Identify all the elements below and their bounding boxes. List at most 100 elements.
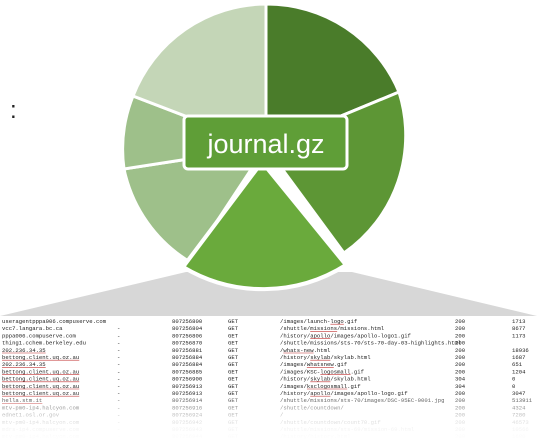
log-cell: 202.236.34.35: [2, 361, 46, 368]
log-cell: 200: [455, 347, 466, 354]
log-cell: -: [117, 412, 120, 419]
log-cell: 18936: [512, 347, 529, 354]
log-row: vcc7.langara.bc.ca - 807256804 GET/shuttle/…: [2, 325, 525, 332]
log-cell: /images/ksclogosmall.gif: [280, 383, 361, 390]
log-cell: -: [117, 376, 120, 383]
log-cell: /shuttle/countdown/count70.gif: [280, 419, 381, 426]
log-cell: 10566: [512, 426, 529, 433]
log-cell: 807256943: [172, 426, 202, 433]
log-row: ednet1.osl.or.gov - 807256924 GET / 200 7280: [2, 412, 526, 419]
log-cell: GET: [228, 354, 239, 361]
log-cell: 1713: [512, 318, 525, 325]
log-cell: 304: [455, 376, 466, 383]
log-cell: 200: [455, 361, 466, 368]
log-cell: GET: [228, 368, 239, 375]
log-row: useragentpppa006.compuserve.com 807256800…: [2, 318, 525, 325]
log-cell: -: [117, 354, 120, 361]
log-cell: 200: [455, 426, 466, 433]
log-cell: -: [117, 390, 120, 397]
log-cell: 1204: [512, 368, 526, 375]
log-cell: 0: [512, 376, 516, 383]
log-cell: GET: [228, 325, 239, 332]
log-cell: GET: [228, 419, 239, 426]
log-row: mtv-pm0-ip4.halcyon.com - 807256916 GET/shu…: [2, 404, 526, 411]
log-cell: bettong.client.uq.oz.au: [2, 354, 79, 361]
log-cell: /images/launch-logo.gif: [280, 318, 357, 325]
log-cell: GET: [228, 376, 239, 383]
log-cell: 807256884: [172, 361, 203, 368]
log-cell: 513911: [512, 397, 533, 404]
log-cell: -: [117, 325, 120, 332]
wheel-segment-right[interactable]: [263, 89, 408, 256]
log-cell: -: [117, 361, 120, 368]
log-cell: 807256900: [172, 376, 203, 383]
wheel-segment-top-right[interactable]: [264, 2, 401, 150]
log-cell: GET: [228, 404, 239, 411]
log-row: mtv-pm0-ip4.halcyon.com - 807256944 GET/his…: [2, 433, 526, 440]
segment-wheel: [121, 2, 408, 292]
log-cell: 200: [455, 419, 466, 426]
log-cell: -: [117, 433, 120, 440]
log-cell: -: [117, 368, 120, 375]
log-cell: 807256944: [172, 433, 203, 440]
wheel-segment-top-left[interactable]: [131, 2, 268, 150]
log-row: mdrs-ip4.compuserve.com - 807256943 GET/shu…: [2, 426, 529, 433]
log-cell: bettong.client.uq.oz.au: [2, 368, 79, 375]
log-cell: 807256804: [172, 325, 203, 332]
log-cell: bettong.client.uq.oz.au: [2, 383, 79, 390]
log-cell: mtv-pm0-ip4.halcyon.com: [2, 433, 80, 440]
log-cell: 7280: [512, 412, 526, 419]
log-cell: 200: [455, 325, 466, 332]
file-badge-box: [182, 114, 349, 171]
file-badge[interactable]: journal.gz: [182, 114, 349, 171]
log-cell: /history/skylab/skylab.html: [280, 354, 371, 361]
side-mark: :: [10, 97, 17, 124]
log-cell: 807256884: [172, 354, 203, 361]
log-cell: useragentpppa006.compuserve.com: [2, 318, 107, 325]
log-cell: mtv-pm0-ip4.halcyon.com: [2, 404, 80, 411]
file-badge-label: journal.gz: [206, 129, 324, 159]
log-cell: /shuttle/missions/missions.html: [280, 325, 385, 332]
log-row: bettong.client.uq.oz.au - 807256884 GET/his…: [2, 354, 525, 361]
log-cell: 1680: [512, 433, 526, 440]
log-cell: 807256942: [172, 419, 202, 426]
log-cell: 1173: [512, 332, 525, 339]
wheel-segment-selected[interactable]: [180, 158, 349, 292]
log-cell: 200: [455, 404, 466, 411]
log-row: thing1.cchem.berkeley.edu - 807256870 GET/s…: [2, 340, 466, 347]
log-cell: -: [117, 419, 120, 426]
log-cell: GET: [228, 332, 239, 339]
log-cell: 807256913: [172, 390, 202, 397]
log-cell: /shuttle/missions/sts-70/sts-70-day-03-h…: [280, 340, 462, 347]
log-cell: -: [117, 426, 120, 433]
log-row: bettong.client.uq.oz.au - 807256885 GET/ima…: [2, 368, 526, 375]
log-cell: GET: [228, 433, 239, 440]
log-cell: -: [117, 347, 120, 354]
log-cell: 807256806: [172, 332, 202, 339]
log-cell: /shuttle/missions/sts-70/images/DSC-95EC…: [280, 397, 444, 404]
log-cell: 200: [455, 354, 466, 361]
log-cell: ednet1.osl.or.gov: [2, 412, 60, 419]
log-cell: GET: [228, 383, 239, 390]
log-cell: 200: [455, 397, 466, 404]
log-cell: /whats-new.html: [280, 347, 331, 354]
log-row: 202.236.34.35 - 807256881 GET/whats-new.htm…: [2, 347, 529, 354]
log-cell: 200: [455, 340, 466, 347]
log-cell: GET: [228, 397, 239, 404]
log-cell: /images/whatsnew.gif: [280, 361, 347, 368]
log-cell: 807256914: [172, 397, 203, 404]
log-cell: -: [117, 383, 120, 390]
log-cell: 807256924: [172, 412, 203, 419]
log-cell: 3047: [512, 390, 525, 397]
log-cell: GET: [228, 390, 239, 397]
log-cell: 651: [512, 361, 523, 368]
log-cell: /shuttle/countdown/: [280, 404, 344, 411]
log-cell: bettong.client.uq.oz.au: [2, 376, 79, 383]
log-cell: 200: [455, 412, 466, 419]
log-row: hella.stm.it -807256914 GET/shuttle/missio…: [2, 397, 533, 404]
log-cell: 200: [455, 390, 466, 397]
log-cell: 200: [455, 368, 466, 375]
log-cell: 807256913: [172, 383, 202, 390]
log-cell: GET: [228, 340, 239, 347]
